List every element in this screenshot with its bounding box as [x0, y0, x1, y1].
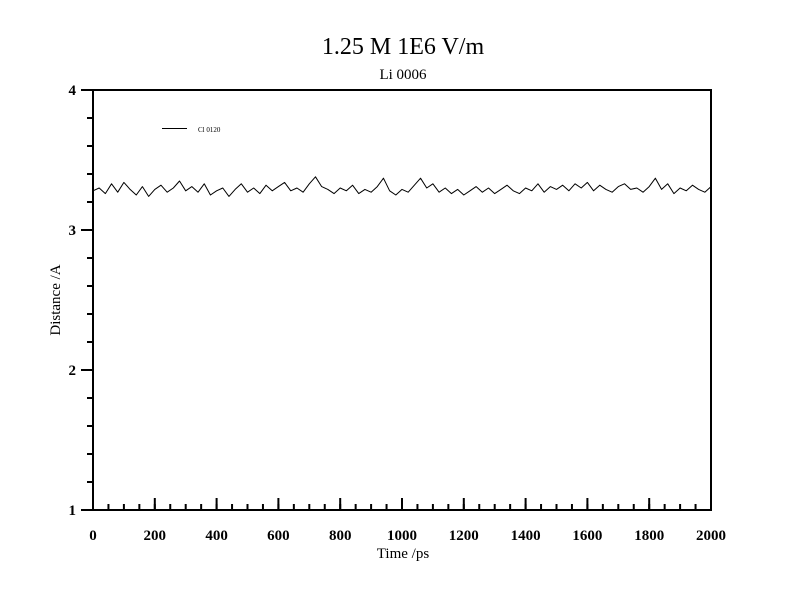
x-tick-label: 200: [144, 528, 167, 544]
chart-subtitle: Li 0006: [379, 67, 427, 83]
y-tick-label: 2: [69, 363, 77, 379]
y-axis-ticks: [81, 89, 93, 511]
x-axis-label: Time /ps: [377, 546, 430, 562]
y-tick-label: 4: [69, 83, 77, 99]
legend-label: Cl 0120: [198, 126, 221, 134]
x-tick-label: 600: [267, 528, 290, 544]
x-tick-label: 1400: [511, 528, 541, 544]
x-axis-tick-labels: 0 200 400 600 800 1000 1200 1400 1600 1800 2000: [89, 528, 726, 544]
x-tick-label: 400: [205, 528, 228, 544]
x-tick-label: 1800: [634, 528, 664, 544]
x-tick-label: 1000: [387, 528, 417, 544]
x-tick-label: 2000: [696, 528, 726, 544]
y-axis-label: Distance /A: [48, 264, 64, 335]
x-axis-ticks: [92, 498, 712, 510]
y-tick-label: 3: [69, 223, 77, 239]
y-tick-label: 1: [69, 503, 77, 519]
legend: Cl 0120: [162, 126, 221, 134]
x-tick-label: 800: [329, 528, 352, 544]
x-tick-label: 1600: [572, 528, 602, 544]
x-tick-label: 1200: [449, 528, 479, 544]
plot-lines: [92, 176, 712, 197]
series-line-0: [92, 176, 712, 197]
y-axis-tick-labels: 1 2 3 4: [69, 83, 77, 519]
chart-title: 1.25 M 1E6 V/m: [322, 34, 485, 60]
plot-frame: [92, 89, 712, 511]
x-tick-label: 0: [89, 528, 97, 544]
